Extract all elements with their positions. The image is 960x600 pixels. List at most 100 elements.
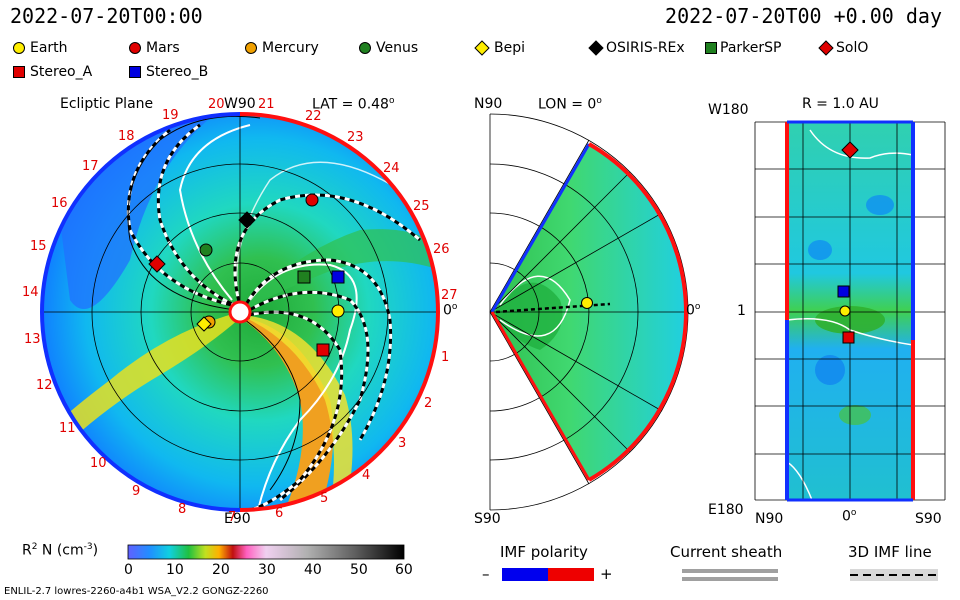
parkersp-marker bbox=[297, 270, 311, 284]
colorbar-tick: 60 bbox=[395, 562, 413, 578]
solo-marker bbox=[148, 255, 166, 273]
radial-mid-left-label: 1 bbox=[737, 303, 746, 319]
carrington-26: 26 bbox=[433, 242, 450, 257]
diamond-icon bbox=[474, 40, 490, 56]
carrington-17: 17 bbox=[82, 159, 99, 174]
meridional-bottom-label: S90 bbox=[474, 511, 501, 527]
carrington-10: 10 bbox=[90, 456, 107, 471]
carrington-2: 2 bbox=[424, 396, 433, 411]
mars-marker bbox=[305, 193, 319, 207]
legend-mercury: Mercury bbox=[244, 40, 319, 56]
square-icon bbox=[705, 42, 717, 54]
earth-marker bbox=[839, 305, 851, 317]
circle-icon bbox=[129, 42, 141, 54]
carrington-18: 18 bbox=[118, 129, 135, 144]
ecliptic-right-label: 0o bbox=[443, 302, 458, 319]
stereo-a-marker bbox=[316, 343, 330, 357]
carrington-3: 3 bbox=[398, 436, 407, 451]
radial-title: R = 1.0 AU bbox=[802, 96, 879, 112]
run-time-title: 2022-07-20T00 +0.00 day bbox=[665, 4, 942, 28]
legend-stereo-a: Stereo_A bbox=[12, 64, 92, 80]
legend-parkersp: ParkerSP bbox=[704, 40, 781, 56]
square-icon bbox=[13, 66, 25, 78]
diamond-icon bbox=[588, 40, 604, 56]
legend-label: OSIRIS-REx bbox=[606, 40, 685, 56]
legend-label: Earth bbox=[30, 40, 68, 56]
version-footer: ENLIL-2.7 lowres-2260-a4b1 WSA_V2.2 GONG… bbox=[4, 586, 269, 597]
meridional-lon-label: LON = 0o bbox=[538, 96, 602, 113]
carrington-15: 15 bbox=[30, 239, 47, 254]
bepi-marker bbox=[196, 316, 212, 332]
carrington-23: 23 bbox=[347, 130, 364, 145]
imf-line-label: 3D IMF line bbox=[848, 543, 932, 561]
colorbar-tick: 20 bbox=[212, 562, 230, 578]
circle-icon bbox=[359, 42, 371, 54]
legend-osiris-rex: OSIRIS-REx bbox=[588, 40, 685, 56]
carrington-14: 14 bbox=[22, 285, 39, 300]
carrington-5: 5 bbox=[320, 491, 329, 506]
meridional-right-label: 0o bbox=[686, 302, 701, 319]
square-icon bbox=[129, 66, 141, 78]
ecliptic-title: Ecliptic Plane bbox=[60, 96, 154, 112]
radial-panel bbox=[754, 120, 946, 502]
carrington-11: 11 bbox=[59, 421, 76, 436]
carrington-25: 25 bbox=[413, 199, 430, 214]
radial-x-right-label: S90 bbox=[915, 511, 942, 527]
legend-bepi: Bepi bbox=[474, 40, 525, 56]
carrington-13: 13 bbox=[24, 332, 41, 347]
carrington-21: 21 bbox=[258, 97, 275, 112]
legend-label: ParkerSP bbox=[720, 40, 782, 56]
diamond-icon bbox=[818, 40, 834, 56]
meridional-panel bbox=[489, 113, 689, 511]
ecliptic-panel bbox=[40, 112, 440, 512]
carrington-24: 24 bbox=[383, 161, 400, 176]
carrington-27: 27 bbox=[441, 288, 458, 303]
stereo-b-marker bbox=[837, 285, 850, 298]
carrington-4: 4 bbox=[362, 468, 371, 483]
stereo-b-marker bbox=[331, 270, 345, 284]
radial-bottom-left-label: E180 bbox=[708, 502, 744, 518]
carrington-19: 19 bbox=[162, 108, 179, 123]
datetime-title: 2022-07-20T00:00 bbox=[10, 4, 203, 28]
colorbar-tick: 30 bbox=[258, 562, 276, 578]
imf-line-symbol bbox=[850, 569, 938, 581]
carrington-16: 16 bbox=[51, 196, 68, 211]
legend-venus: Venus bbox=[358, 40, 418, 56]
colorbar-label: R2 N (cm-3) bbox=[22, 542, 99, 559]
legend-label: Mars bbox=[146, 40, 180, 56]
current-sheath-symbol bbox=[682, 569, 778, 581]
venus-marker bbox=[199, 243, 213, 257]
earth-marker bbox=[331, 304, 345, 318]
radial-top-left-label: W180 bbox=[708, 102, 749, 118]
stereo-a-marker bbox=[842, 331, 855, 344]
legend-label: SolO bbox=[836, 40, 869, 56]
imf-polarity-positive bbox=[548, 568, 594, 581]
radial-x-left-label: N90 bbox=[755, 511, 784, 527]
imf-polarity-label: IMF polarity bbox=[500, 543, 588, 561]
colorbar bbox=[127, 544, 405, 560]
legend-label: Venus bbox=[376, 40, 419, 56]
carrington-1: 1 bbox=[441, 350, 450, 365]
current-sheath-label: Current sheath bbox=[670, 543, 783, 561]
ecliptic-top-label: W90 bbox=[224, 96, 256, 112]
earth-marker bbox=[581, 297, 593, 309]
circle-icon bbox=[245, 42, 257, 54]
carrington-9: 9 bbox=[132, 484, 141, 499]
imf-polarity-plus: + bbox=[600, 565, 613, 583]
colorbar-tick: 10 bbox=[166, 562, 184, 578]
circle-icon bbox=[13, 42, 25, 54]
carrington-12: 12 bbox=[36, 378, 53, 393]
legend-solo: SolO bbox=[818, 40, 868, 56]
solo-marker bbox=[841, 141, 859, 159]
osiris-rex-marker bbox=[238, 211, 256, 229]
carrington-20: 20 bbox=[208, 97, 225, 112]
legend-label: Stereo_B bbox=[146, 64, 209, 80]
ecliptic-bottom-label: E90 bbox=[224, 511, 251, 527]
carrington-7: 7 bbox=[228, 510, 237, 525]
colorbar-tick: 40 bbox=[304, 562, 322, 578]
legend-label: Mercury bbox=[262, 40, 319, 56]
legend-label: Bepi bbox=[494, 40, 525, 56]
legend-earth: Earth bbox=[12, 40, 68, 56]
imf-polarity-minus: – bbox=[482, 565, 490, 583]
